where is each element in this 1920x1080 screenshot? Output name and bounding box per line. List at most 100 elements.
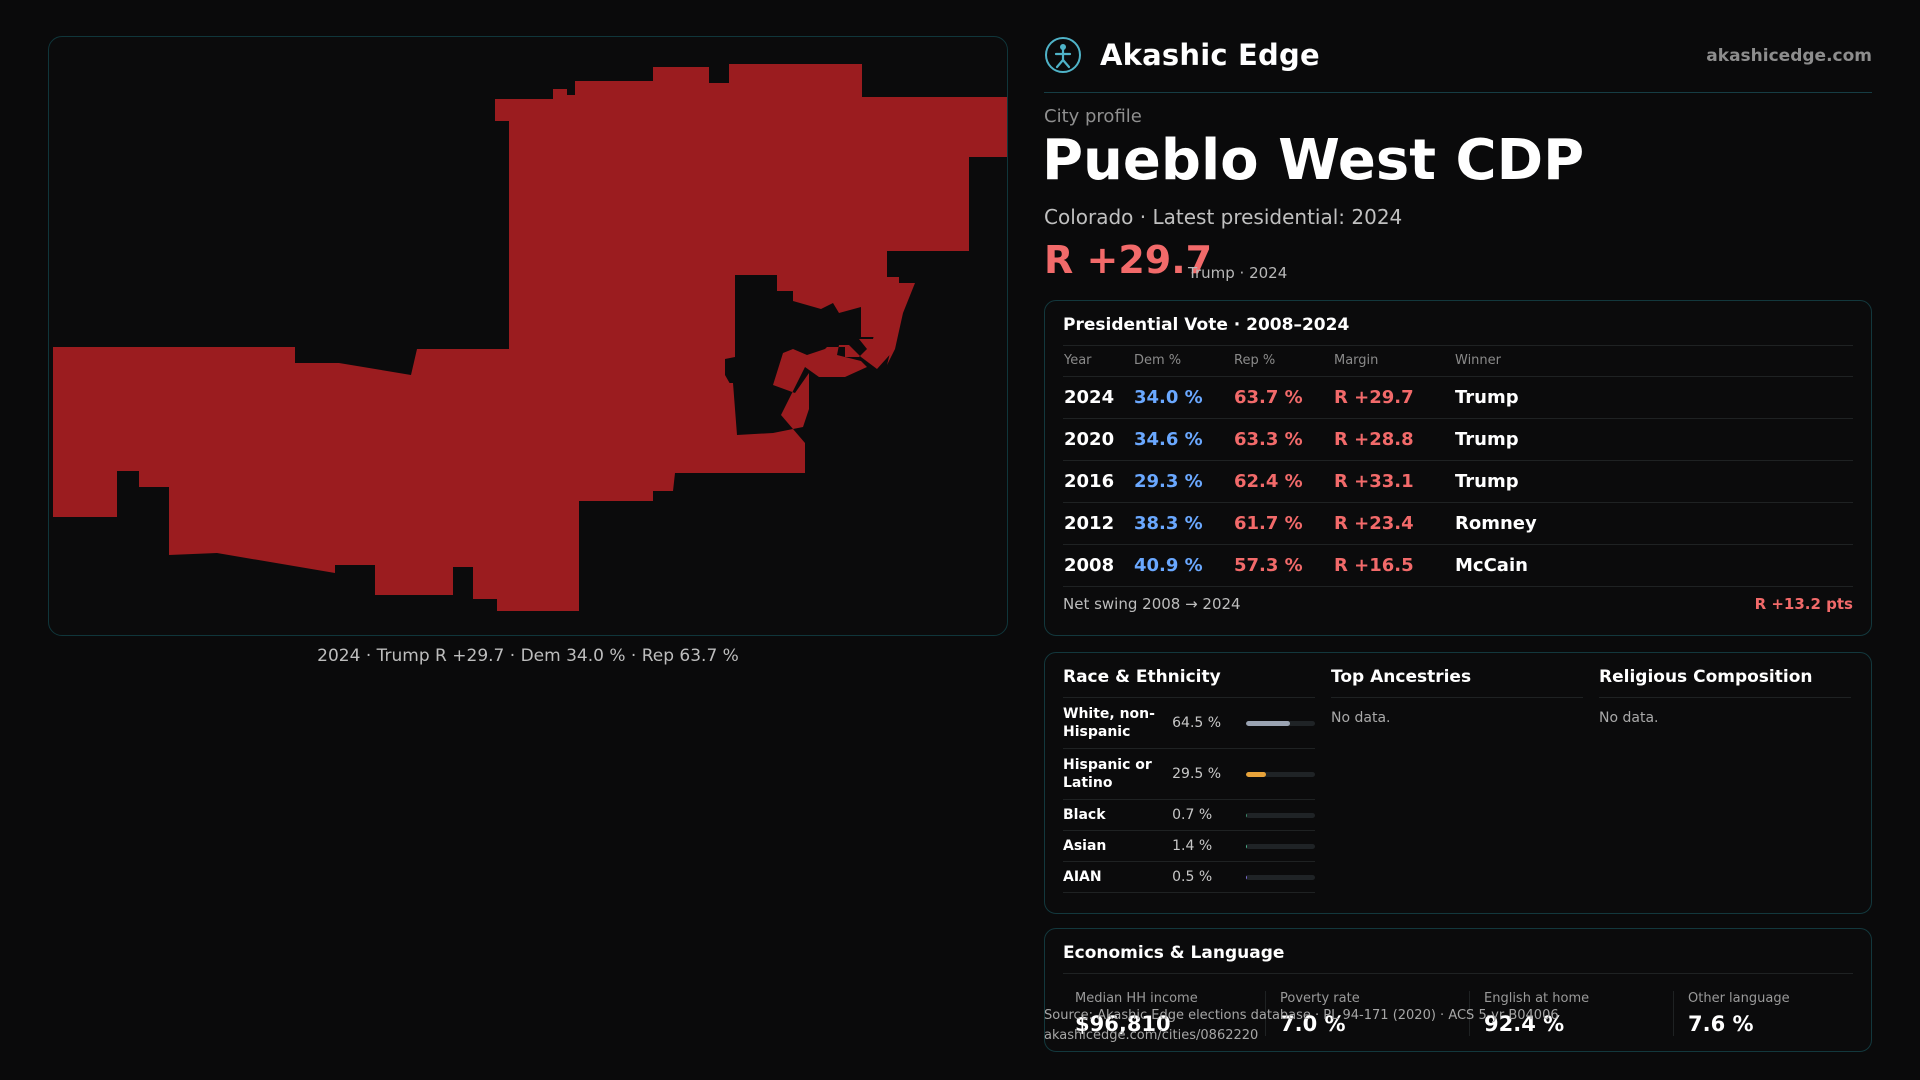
stat-poverty-rate: Poverty rate 7.0 % bbox=[1265, 991, 1469, 1036]
cell-year: 2012 bbox=[1063, 502, 1133, 545]
ancestries-empty: No data. bbox=[1331, 710, 1391, 726]
stat-label: English at home bbox=[1484, 991, 1590, 1006]
economics-card: Economics & Language Median HH income $9… bbox=[1044, 928, 1872, 1052]
race-ethnicity-section: Race & Ethnicity White, non-Hispanic 64.… bbox=[1063, 667, 1316, 893]
cell-margin: R +29.7 bbox=[1333, 376, 1454, 419]
race-label: AIAN bbox=[1063, 869, 1102, 885]
stat-median-income: Median HH income $96,810 bbox=[1061, 991, 1265, 1036]
race-bar-fill bbox=[1245, 771, 1267, 777]
cell-margin: R +23.4 bbox=[1333, 502, 1454, 545]
stat-label: Median HH income bbox=[1075, 991, 1198, 1006]
race-row: Asian 1.4 % bbox=[1063, 831, 1316, 862]
cell-winner: Trump bbox=[1454, 376, 1853, 419]
cell-winner: McCain bbox=[1454, 544, 1853, 587]
akashic-edge-logo-icon bbox=[1045, 37, 1081, 73]
column-header-margin: Margin bbox=[1333, 346, 1454, 377]
cell-rep: 63.3 % bbox=[1233, 418, 1333, 461]
footer-source: Source: Akashic Edge elections database … bbox=[1044, 1006, 1559, 1046]
cell-rep: 61.7 % bbox=[1233, 502, 1333, 545]
race-pct: 29.5 % bbox=[1172, 766, 1222, 782]
cell-dem: 34.0 % bbox=[1133, 376, 1233, 419]
city-boundary-map[interactable] bbox=[49, 37, 1008, 636]
race-bar-track bbox=[1245, 812, 1316, 818]
race-pct: 0.7 % bbox=[1172, 807, 1213, 823]
race-bar-track bbox=[1245, 874, 1316, 880]
stat-label: Poverty rate bbox=[1280, 991, 1360, 1006]
cell-margin: R +28.8 bbox=[1333, 418, 1454, 461]
table-row: 2024 34.0 % 63.7 % R +29.7 Trump bbox=[1063, 376, 1853, 419]
cell-rep: 57.3 % bbox=[1233, 544, 1333, 587]
race-bar-track bbox=[1245, 771, 1316, 777]
cell-year: 2024 bbox=[1063, 376, 1133, 419]
religion-title: Religious Composition bbox=[1599, 667, 1851, 698]
race-bar-fill bbox=[1245, 812, 1247, 818]
net-swing-label: Net swing 2008 → 2024 bbox=[1063, 595, 1241, 613]
cell-margin: R +33.1 bbox=[1333, 460, 1454, 503]
ancestries-section: Top Ancestries No data. bbox=[1331, 667, 1583, 726]
race-ethnicity-title: Race & Ethnicity bbox=[1063, 667, 1315, 698]
headline-margin: R +29.7 bbox=[1044, 238, 1213, 282]
header-divider bbox=[1044, 92, 1872, 93]
table-row: 2012 38.3 % 61.7 % R +23.4 Romney bbox=[1063, 502, 1853, 545]
city-permalink[interactable]: akashicedge.com/cities/0862220 bbox=[1044, 1028, 1259, 1043]
stat-value: 7.0 % bbox=[1280, 1012, 1346, 1036]
table-row: 2008 40.9 % 57.3 % R +16.5 McCain bbox=[1063, 544, 1853, 587]
cell-dem: 40.9 % bbox=[1133, 544, 1233, 587]
stat-value: $96,810 bbox=[1075, 1012, 1171, 1036]
race-row: Hispanic or Latino 29.5 % bbox=[1063, 749, 1316, 800]
race-row: Black 0.7 % bbox=[1063, 800, 1316, 831]
race-bar-track bbox=[1245, 843, 1316, 849]
cell-year: 2016 bbox=[1063, 460, 1133, 503]
city-boundary-shape[interactable] bbox=[53, 64, 1008, 611]
table-header-row: Year Dem % Rep % Margin Winner bbox=[1063, 346, 1853, 377]
table-row: 2020 34.6 % 63.3 % R +28.8 Trump bbox=[1063, 418, 1853, 461]
cell-dem: 29.3 % bbox=[1133, 460, 1233, 503]
race-row: White, non-Hispanic 64.5 % bbox=[1063, 698, 1316, 749]
source-citation: Source: Akashic Edge elections database … bbox=[1044, 1008, 1559, 1023]
page-eyebrow: City profile bbox=[1044, 106, 1142, 127]
religion-section: Religious Composition No data. bbox=[1599, 667, 1851, 726]
presidential-vote-table: Year Dem % Rep % Margin Winner 2024 34.0… bbox=[1063, 346, 1853, 587]
net-swing-value: R +13.2 pts bbox=[1754, 595, 1853, 613]
brand[interactable]: Akashic Edge bbox=[1044, 36, 1320, 74]
cell-rep: 63.7 % bbox=[1233, 376, 1333, 419]
stat-value: 92.4 % bbox=[1484, 1012, 1565, 1036]
cell-margin: R +16.5 bbox=[1333, 544, 1454, 587]
table-row: 2016 29.3 % 62.4 % R +33.1 Trump bbox=[1063, 460, 1853, 503]
stat-other-language: Other language 7.6 % bbox=[1673, 991, 1877, 1036]
column-header-rep: Rep % bbox=[1233, 346, 1333, 377]
map-caption: 2024 · Trump R +29.7 · Dem 34.0 % · Rep … bbox=[317, 646, 739, 666]
race-pct: 64.5 % bbox=[1172, 715, 1222, 731]
net-swing-row: Net swing 2008 → 2024 R +13.2 pts bbox=[1063, 595, 1853, 613]
brand-name: Akashic Edge bbox=[1100, 38, 1320, 72]
stat-value: 7.6 % bbox=[1688, 1012, 1754, 1036]
race-pct: 1.4 % bbox=[1172, 838, 1213, 854]
ancestries-title: Top Ancestries bbox=[1331, 667, 1583, 698]
economics-title: Economics & Language bbox=[1063, 943, 1853, 974]
race-label: Black bbox=[1063, 807, 1106, 823]
cell-dem: 34.6 % bbox=[1133, 418, 1233, 461]
column-header-winner: Winner bbox=[1454, 346, 1853, 377]
site-url-link[interactable]: akashicedge.com bbox=[1706, 46, 1872, 66]
race-label: Hispanic or Latino bbox=[1063, 757, 1152, 791]
cell-year: 2020 bbox=[1063, 418, 1133, 461]
stat-english-at-home: English at home 92.4 % bbox=[1469, 991, 1673, 1036]
cell-rep: 62.4 % bbox=[1233, 460, 1333, 503]
page-subtitle: Colorado · Latest presidential: 2024 bbox=[1044, 205, 1403, 229]
cell-dem: 38.3 % bbox=[1133, 502, 1233, 545]
column-header-dem: Dem % bbox=[1133, 346, 1233, 377]
race-bar-track bbox=[1245, 720, 1316, 726]
race-bar-fill bbox=[1245, 720, 1291, 726]
race-label: Asian bbox=[1063, 838, 1107, 854]
page-title: Pueblo West CDP bbox=[1042, 128, 1585, 193]
headline-margin-caption: Trump · 2024 bbox=[1188, 264, 1288, 282]
demographics-card: Race & Ethnicity White, non-Hispanic 64.… bbox=[1044, 652, 1872, 914]
cell-year: 2008 bbox=[1063, 544, 1133, 587]
cell-winner: Trump bbox=[1454, 418, 1853, 461]
race-bar-fill bbox=[1245, 874, 1247, 880]
race-bar-fill bbox=[1245, 843, 1247, 849]
column-header-year: Year bbox=[1063, 346, 1133, 377]
race-pct: 0.5 % bbox=[1172, 869, 1213, 885]
map-panel[interactable] bbox=[48, 36, 1008, 636]
presidential-vote-title: Presidential Vote · 2008–2024 bbox=[1063, 315, 1853, 346]
